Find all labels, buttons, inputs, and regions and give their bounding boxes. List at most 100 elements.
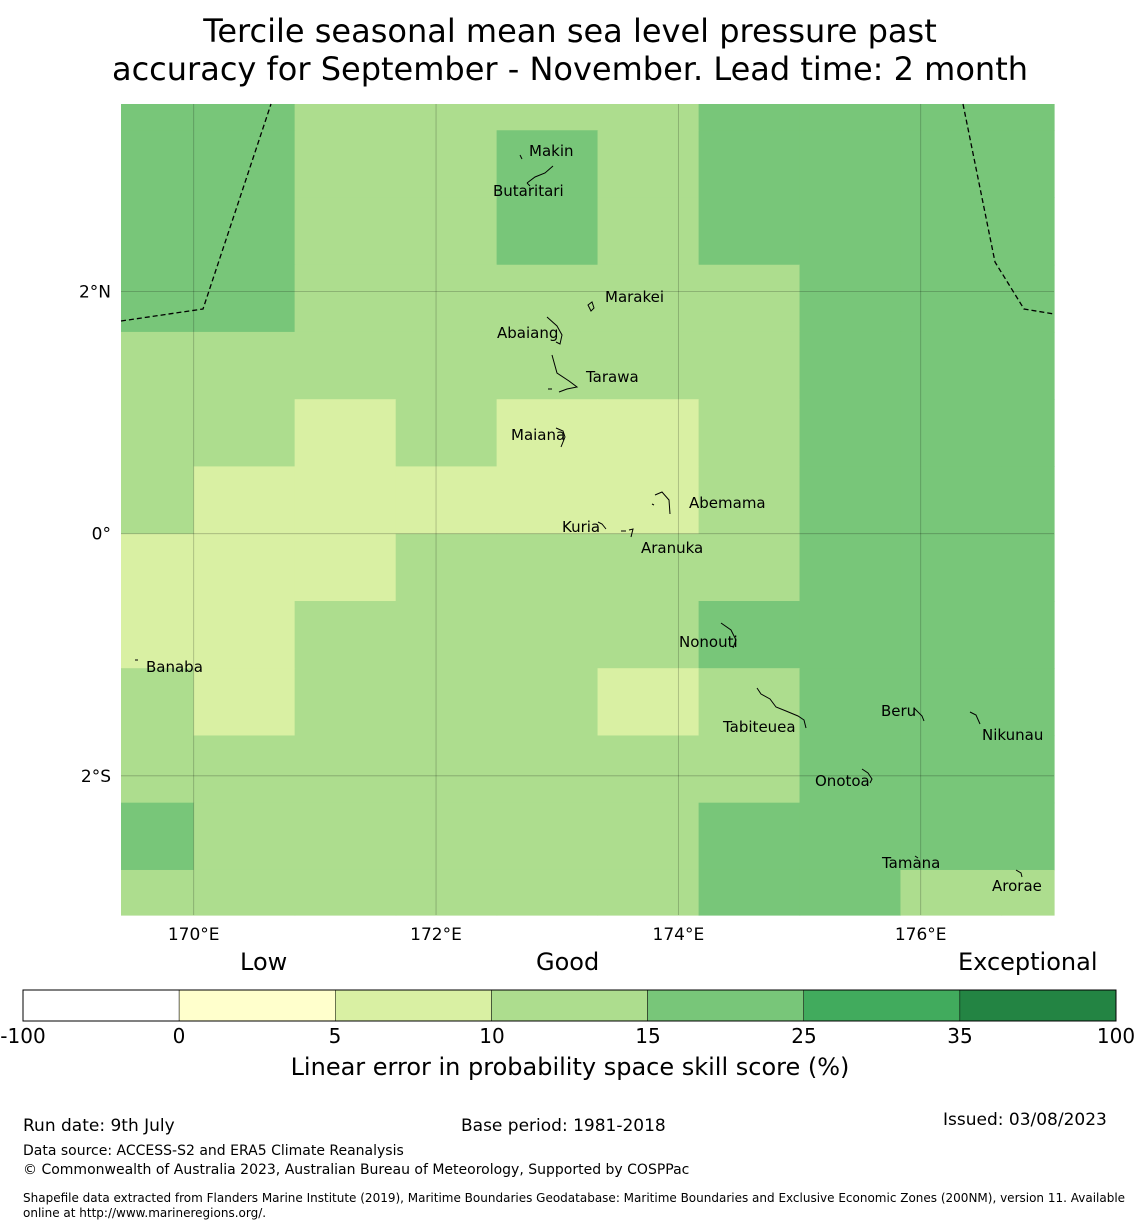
skill-cell <box>799 264 902 333</box>
colorbar-title: Linear error in probability space skill … <box>290 1053 850 1081</box>
colorbar-tick: 10 <box>479 1024 505 1048</box>
skill-cell <box>395 197 498 266</box>
island-label-kuria: Kuria <box>562 518 600 536</box>
island-outline <box>546 316 563 345</box>
skill-cell <box>597 331 700 400</box>
skill-cell <box>294 197 397 266</box>
skill-cell <box>597 735 700 804</box>
colorbar-segment <box>178 989 336 1022</box>
skill-cell <box>193 869 296 916</box>
skill-cell <box>900 331 1003 400</box>
island-outline <box>519 154 523 160</box>
skill-cell <box>193 601 296 669</box>
chart-title-line2: accuracy for September - November. Lead … <box>111 50 1029 88</box>
skill-cell <box>1001 533 1055 602</box>
skill-cell <box>799 735 902 804</box>
skill-cell <box>597 264 700 333</box>
island-label-arorae: Arorae <box>992 877 1042 895</box>
skill-cell <box>698 601 801 669</box>
island-label-tarawa: Tarawa <box>585 368 639 386</box>
island-outline <box>969 711 981 725</box>
skill-cell <box>121 130 195 199</box>
skill-cell <box>395 601 498 669</box>
skill-cell <box>900 130 1003 199</box>
skill-cell <box>121 668 195 737</box>
colorbar-tick: 25 <box>791 1024 817 1048</box>
skill-cell <box>900 399 1003 468</box>
skill-cell <box>193 802 296 871</box>
skill-cell <box>496 130 599 199</box>
category-good-label: Good <box>536 948 600 976</box>
colorbar-segment <box>491 989 648 1022</box>
skill-cell <box>121 104 195 131</box>
skill-cell <box>799 130 902 199</box>
skill-cell <box>799 668 902 737</box>
colorbar-tick: 100 <box>1096 1024 1136 1048</box>
skill-cell <box>1001 264 1055 333</box>
skill-cell <box>294 466 397 535</box>
skill-cell <box>900 466 1003 535</box>
skill-cell <box>900 735 1003 804</box>
data-source: Data source: ACCESS-S2 and ERA5 Climate … <box>23 1143 404 1159</box>
skill-cell <box>698 466 801 535</box>
island-outline <box>587 301 595 312</box>
skill-cell <box>121 735 195 804</box>
skill-cell <box>698 331 801 400</box>
skill-cell <box>121 466 195 535</box>
skill-cell <box>294 264 397 333</box>
skill-cell <box>193 197 296 266</box>
skill-cell <box>121 869 195 916</box>
skill-cell <box>121 197 195 266</box>
island-label-tamana: Tamana <box>881 854 940 872</box>
category-exceptional-label: Exceptional <box>958 948 1098 976</box>
skill-cell <box>1001 130 1055 199</box>
skill-cell <box>496 466 599 535</box>
island-outline <box>914 855 919 859</box>
chart-title-line1: Tercile seasonal mean sea level pressure… <box>203 12 937 50</box>
skill-cell <box>1001 601 1055 669</box>
skill-cell <box>496 735 599 804</box>
skill-cell <box>121 399 195 468</box>
colorbar-tick: -100 <box>0 1024 46 1048</box>
skill-cell <box>597 533 700 602</box>
skill-cell <box>395 735 498 804</box>
skill-cell <box>597 601 700 669</box>
skill-cell <box>121 264 195 333</box>
eez-boundary-west <box>120 103 272 322</box>
skill-cell <box>597 668 700 737</box>
colorbar-segment <box>335 989 492 1022</box>
skill-cell <box>121 802 195 871</box>
island-label-makin: Makin <box>529 142 574 160</box>
island-label-abaiang: Abaiang <box>497 324 558 342</box>
skill-cell <box>121 533 195 602</box>
lon-tick-label: 176°E <box>895 925 947 945</box>
colorbar-tick: 15 <box>635 1024 661 1048</box>
skill-cell <box>395 533 498 602</box>
skill-cell <box>900 869 1003 916</box>
skill-cell <box>496 802 599 871</box>
skill-cell <box>193 130 296 199</box>
skill-cell <box>496 264 599 333</box>
island-label-aranuka: Aranuka <box>641 539 703 557</box>
island-outline <box>597 521 607 530</box>
skill-cell <box>597 197 700 266</box>
skill-cell <box>799 869 902 916</box>
island-outline <box>913 707 925 722</box>
skill-cell <box>496 104 599 131</box>
skill-cell <box>395 130 498 199</box>
skill-cell <box>698 533 801 602</box>
skill-cell <box>395 331 498 400</box>
island-label-nonouti: Nonouti <box>679 633 738 651</box>
skill-cell <box>597 466 700 535</box>
eez-boundary-east <box>962 103 1055 315</box>
skill-cell <box>193 533 296 602</box>
skill-cell <box>294 399 397 468</box>
skill-cell <box>1001 331 1055 400</box>
skill-cell <box>799 399 902 468</box>
skill-cell <box>294 104 397 131</box>
skill-cell <box>698 399 801 468</box>
skill-cell <box>799 802 902 871</box>
skill-cell <box>799 331 902 400</box>
lon-tick-label: 170°E <box>168 925 220 945</box>
